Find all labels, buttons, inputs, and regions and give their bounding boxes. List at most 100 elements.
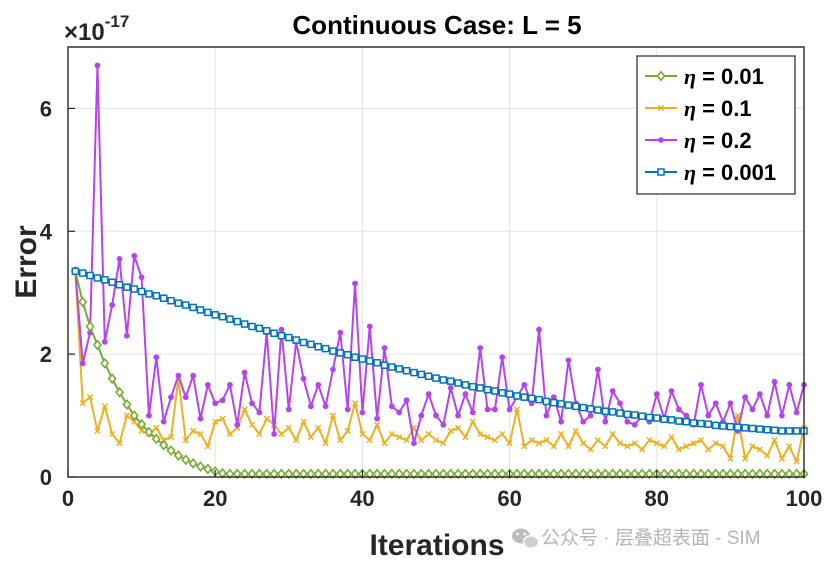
data-point [557,400,565,408]
data-point [307,340,315,349]
data-point [557,430,565,438]
data-point [337,437,344,444]
data-point [233,317,242,326]
data-point [248,421,256,428]
data-point [482,468,493,480]
data-point [190,372,197,379]
data-point [587,446,594,453]
data-point [335,468,345,480]
data-point [374,415,381,422]
data-point [424,468,434,480]
series-line [74,64,805,445]
data-point [159,294,168,302]
legend-marker [657,168,665,176]
data-point [638,412,646,420]
data-point [440,440,447,447]
data-point [550,394,557,401]
data-point [123,412,131,419]
data-point [78,296,88,308]
data-point [491,387,499,395]
data-point [462,433,469,441]
data-point [490,468,500,480]
data-point [130,285,138,293]
series-1 [70,265,809,480]
data-point [793,458,800,465]
data-point [300,418,307,425]
data-point [748,424,757,433]
data-point [580,440,587,447]
data-point [513,392,521,400]
data-point [725,468,735,480]
data-point [182,301,190,309]
data-point [600,468,610,480]
data-point [256,409,263,416]
data-point [366,323,373,330]
data-point [212,400,219,407]
data-point [71,267,80,275]
data-point [703,468,713,480]
data-point [160,418,167,425]
data-point [285,333,293,342]
data-point [321,344,330,353]
data-point [328,468,338,480]
data-point [100,357,110,369]
data-point [571,468,581,480]
data-point [78,269,87,277]
series-layer [70,62,809,480]
data-point [771,378,778,385]
data-point [792,468,802,480]
data-point [249,400,255,407]
data-point [395,365,403,373]
data-point [313,468,323,480]
data-point [196,306,205,314]
data-point [330,366,336,373]
y-tick-label: 2 [40,342,52,367]
data-point [549,468,559,480]
data-point [543,412,550,419]
data-point [203,463,213,475]
legend-marker [658,137,664,143]
data-point [204,308,212,317]
data-point [159,439,169,451]
data-point [79,360,86,367]
data-point [558,418,565,425]
y-axis-label: Error [10,225,43,299]
data-point [712,440,719,447]
data-point [182,437,189,444]
data-point [122,399,132,410]
data-point [719,443,727,450]
data-point [175,372,182,379]
data-point [446,377,455,385]
data-point [329,412,337,419]
data-point [365,468,375,480]
data-point [394,468,404,480]
data-point [226,430,234,438]
data-point [446,468,456,480]
data-point [483,386,492,394]
data-point [475,468,485,480]
data-point [698,381,704,388]
data-point [461,381,470,389]
data-point [241,369,248,376]
data-point [144,426,154,438]
data-point [277,331,286,340]
legend-eta: η [684,96,696,121]
data-point [219,415,226,422]
data-point [535,395,543,404]
data-point [454,424,462,431]
data-point [387,468,397,480]
data-point [204,381,211,388]
data-point [756,446,763,453]
data-point [145,290,153,298]
data-point [322,403,329,410]
y-exponent-base: ×10 [64,19,105,46]
data-point [608,408,617,416]
data-point [778,455,786,462]
data-point [630,468,640,480]
data-point [521,443,528,450]
y-tick-label: 0 [40,465,52,490]
data-point [756,391,763,397]
legend-eta: η [684,160,696,185]
data-point [116,256,123,262]
data-point [146,412,152,419]
